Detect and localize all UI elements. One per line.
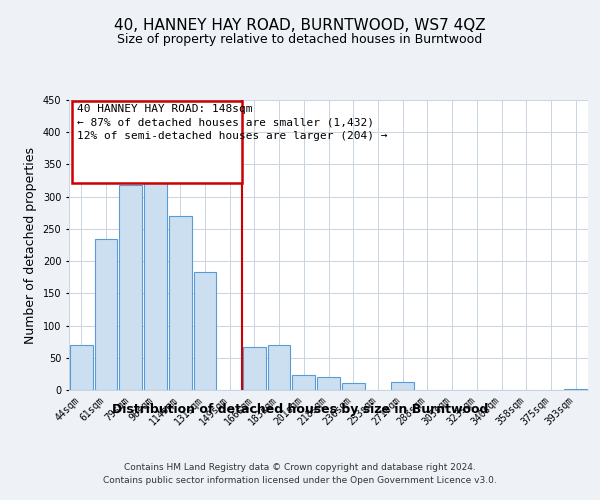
FancyBboxPatch shape (71, 102, 242, 182)
Bar (317, 377, 340, 390)
Text: Contains public sector information licensed under the Open Government Licence v3: Contains public sector information licen… (103, 476, 497, 485)
Bar (268, 345, 290, 390)
Bar (342, 383, 365, 390)
Y-axis label: Number of detached properties: Number of detached properties (24, 146, 37, 344)
Text: Contains HM Land Registry data © Crown copyright and database right 2024.: Contains HM Land Registry data © Crown c… (124, 462, 476, 471)
Bar (292, 375, 315, 390)
Bar (169, 216, 191, 390)
Bar (564, 388, 587, 390)
Text: 40, HANNEY HAY ROAD, BURNTWOOD, WS7 4QZ: 40, HANNEY HAY ROAD, BURNTWOOD, WS7 4QZ (114, 18, 486, 32)
Bar (194, 272, 216, 390)
Bar (243, 347, 266, 390)
Bar (391, 382, 414, 390)
Text: Distribution of detached houses by size in Burntwood: Distribution of detached houses by size … (112, 402, 488, 415)
Bar (70, 345, 93, 390)
Text: Size of property relative to detached houses in Burntwood: Size of property relative to detached ho… (118, 32, 482, 46)
Bar (119, 185, 142, 390)
Text: 40 HANNEY HAY ROAD: 148sqm
← 87% of detached houses are smaller (1,432)
12% of s: 40 HANNEY HAY ROAD: 148sqm ← 87% of deta… (77, 104, 387, 141)
Bar (144, 153, 167, 390)
Bar (95, 238, 118, 390)
